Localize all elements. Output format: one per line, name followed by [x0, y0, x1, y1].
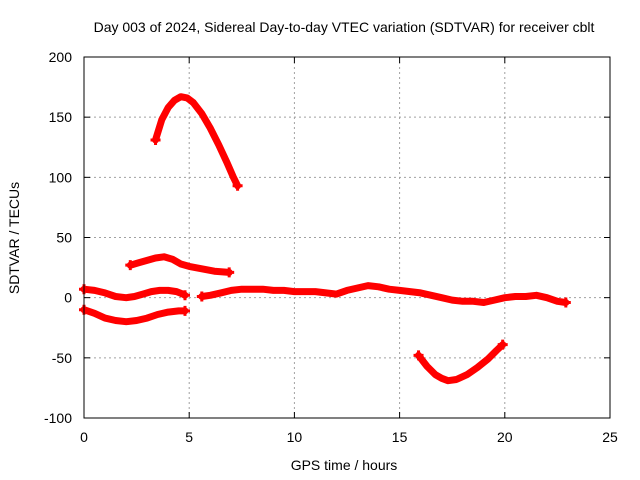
y-axis-label: SDTVAR / TECUs: [6, 182, 22, 294]
series-arc-3: [80, 285, 189, 302]
x-axis-label: GPS time / hours: [291, 457, 398, 473]
y-tick-label: -100: [44, 410, 72, 426]
chart-title: Day 003 of 2024, Sidereal Day-to-day VTE…: [94, 19, 595, 35]
series-arc-1: [152, 93, 242, 190]
series-arc-4: [80, 306, 189, 326]
y-tick-label: 50: [56, 230, 72, 246]
series-endpoint-marker: [232, 180, 243, 191]
series-endpoint-marker: [560, 297, 571, 308]
x-tick-label: 5: [185, 429, 193, 445]
x-tick-label: 25: [602, 429, 618, 445]
y-tick-label: -50: [52, 350, 72, 366]
series-endpoint-marker: [150, 135, 161, 146]
x-tick-label: 20: [497, 429, 513, 445]
x-tick-label: 0: [80, 429, 88, 445]
series-arc-2: [126, 253, 233, 276]
series-endpoint-marker: [224, 267, 235, 278]
x-tick-label: 10: [287, 429, 303, 445]
series-endpoint-marker: [179, 305, 190, 316]
y-tick-label: 0: [64, 290, 72, 306]
grid-layer: [84, 57, 610, 418]
y-tick-label: 100: [49, 169, 73, 185]
series-arc-5: [198, 282, 570, 306]
y-tick-label: 150: [49, 109, 73, 125]
series-layer: [79, 93, 571, 385]
series-arc-6: [415, 341, 507, 385]
y-tick-label: 200: [49, 49, 73, 65]
series-endpoint-marker: [125, 260, 136, 271]
series-endpoint-marker: [179, 290, 190, 301]
series-endpoint-marker: [497, 339, 508, 350]
x-tick-label: 15: [392, 429, 408, 445]
series-endpoint-marker: [196, 291, 207, 302]
tick-layer: 0 5 10 15 20 25 -100 -50 0 50 100 150 200: [44, 49, 618, 445]
series-endpoint-marker: [413, 350, 424, 361]
